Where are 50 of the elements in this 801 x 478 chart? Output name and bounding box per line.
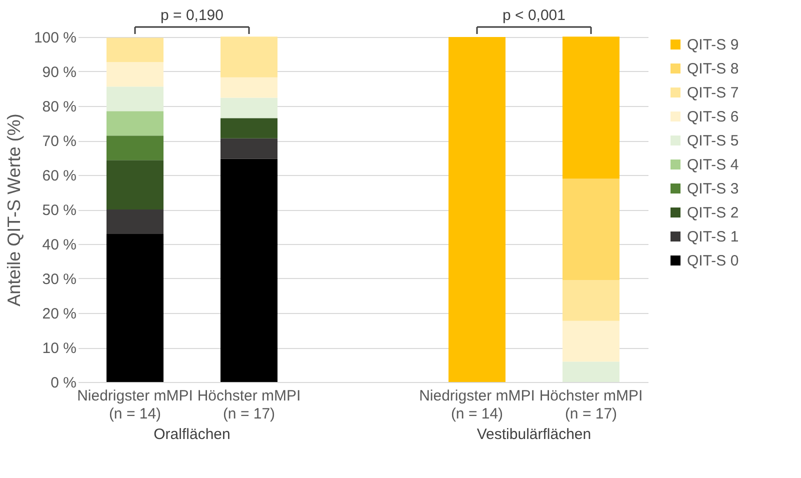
bar	[106, 86, 164, 112]
bar	[562, 178, 620, 280]
y-tick-label: 20 %	[42, 306, 76, 322]
bar	[220, 138, 278, 159]
y-tick-label: 40 %	[42, 236, 76, 254]
y-axis-title: Anteile QIT-S Werte (%)	[4, 114, 24, 306]
legend-label: QIT-S 2	[687, 204, 739, 222]
x-tick-label: Höchster mMPI (n = 17)	[197, 388, 301, 422]
y-tick-label: 90 %	[42, 64, 76, 81]
bar	[106, 136, 164, 160]
y-tick-label: 30 %	[42, 271, 76, 288]
bar	[106, 234, 164, 382]
legend-label: QIT-S 3	[687, 180, 739, 198]
bar	[106, 38, 164, 62]
bar	[106, 160, 164, 210]
bar	[562, 362, 620, 382]
legend-label: QIT-S 4	[687, 156, 739, 174]
y-tick-label: 10 %	[42, 340, 76, 357]
bar	[562, 280, 620, 321]
x-tick-label: Niedrigster mMPI (n = 14)	[419, 388, 535, 422]
legend-label: QIT-S 1	[687, 228, 739, 246]
text: Oralflächen	[154, 426, 230, 443]
bar	[106, 210, 164, 234]
legend-label: QIT-S 7	[687, 84, 739, 102]
y-tick-label: 0 %	[50, 374, 76, 392]
bar	[220, 36, 278, 78]
legend-label: QIT-S 8	[687, 60, 739, 78]
y-tick-label: 100 %	[34, 30, 76, 46]
x-tick-label: Niedrigster mMPI (n = 14)	[77, 388, 193, 422]
bar	[448, 37, 506, 382]
y-tick-label: 50 %	[42, 202, 76, 219]
y-tick-label: 60 %	[42, 168, 76, 184]
bar	[562, 320, 620, 362]
bar	[220, 77, 278, 98]
legend-label: QIT-S 9	[687, 36, 739, 54]
text: Vestibulärflächen	[476, 426, 592, 443]
bar	[106, 62, 164, 87]
bar	[220, 118, 278, 138]
text: p = 0,190	[160, 7, 224, 24]
legend-label: QIT-S 6	[687, 108, 739, 126]
bar	[106, 111, 164, 136]
bar	[220, 98, 278, 118]
text: p < 0,001	[502, 7, 566, 24]
legend-label: QIT-S 5	[687, 132, 739, 150]
legend-label: QIT-S 0	[687, 252, 739, 270]
bar	[220, 158, 278, 382]
x-tick-label: Höchster mMPI (n = 17)	[539, 388, 643, 422]
y-tick-label: 80 %	[42, 98, 76, 116]
bar	[562, 36, 620, 179]
y-tick-label: 70 %	[42, 133, 76, 150]
